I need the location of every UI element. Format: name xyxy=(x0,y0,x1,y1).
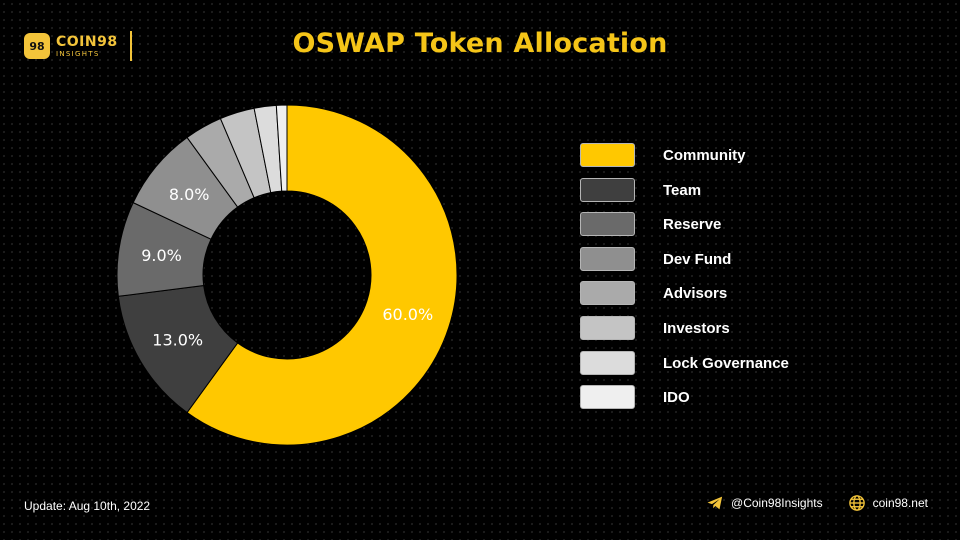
brand-name: COIN98 xyxy=(56,33,118,50)
legend-swatch-ido xyxy=(580,385,635,410)
data-label-dev-fund: 8.0% xyxy=(169,185,210,204)
brand-logo: 98 COIN98 INSIGHTS xyxy=(24,31,132,61)
legend-swatch-advisors xyxy=(580,281,635,306)
chart-title: OSWAP Token Allocation xyxy=(292,28,668,59)
legend-label-lock-governance: Lock Governance xyxy=(663,354,789,372)
update-date: Update: Aug 10th, 2022 xyxy=(24,499,151,513)
legend-label-community: Community xyxy=(663,147,746,164)
legend-label-ido: IDO xyxy=(663,389,690,407)
legend-swatch-reserve xyxy=(580,212,635,237)
footer-links: @Coin98Insights coin98.net xyxy=(705,493,928,513)
data-label-team: 13.0% xyxy=(152,331,203,350)
legend-swatch-lock-governance xyxy=(580,350,635,375)
legend-label-dev-fund: Dev Fund xyxy=(663,250,732,268)
legend-label-advisors: Advisors xyxy=(663,285,728,303)
website-link[interactable]: coin98.net xyxy=(872,496,928,510)
legend-label-investors: Investors xyxy=(663,319,730,337)
telegram-handle-link[interactable]: @Coin98Insights xyxy=(731,496,823,510)
data-label-community: 60.0% xyxy=(382,305,433,324)
legend-swatch-team xyxy=(580,177,635,202)
logo-divider xyxy=(129,31,132,61)
legend-swatch-community xyxy=(580,143,635,167)
brand-subtitle: INSIGHTS xyxy=(56,49,100,58)
legend-label-reserve: Reserve xyxy=(663,216,722,234)
donut-slice-community xyxy=(186,104,458,446)
telegram-icon xyxy=(705,493,725,513)
globe-icon xyxy=(847,493,867,513)
legend-label-team: Team xyxy=(663,181,702,199)
legend-swatch-investors xyxy=(580,315,635,340)
legend-swatch-dev-fund xyxy=(580,246,635,271)
donut-slice-ido xyxy=(275,104,288,192)
coin98-logo-icon: 98 xyxy=(24,33,50,59)
data-label-reserve: 9.0% xyxy=(141,246,182,265)
